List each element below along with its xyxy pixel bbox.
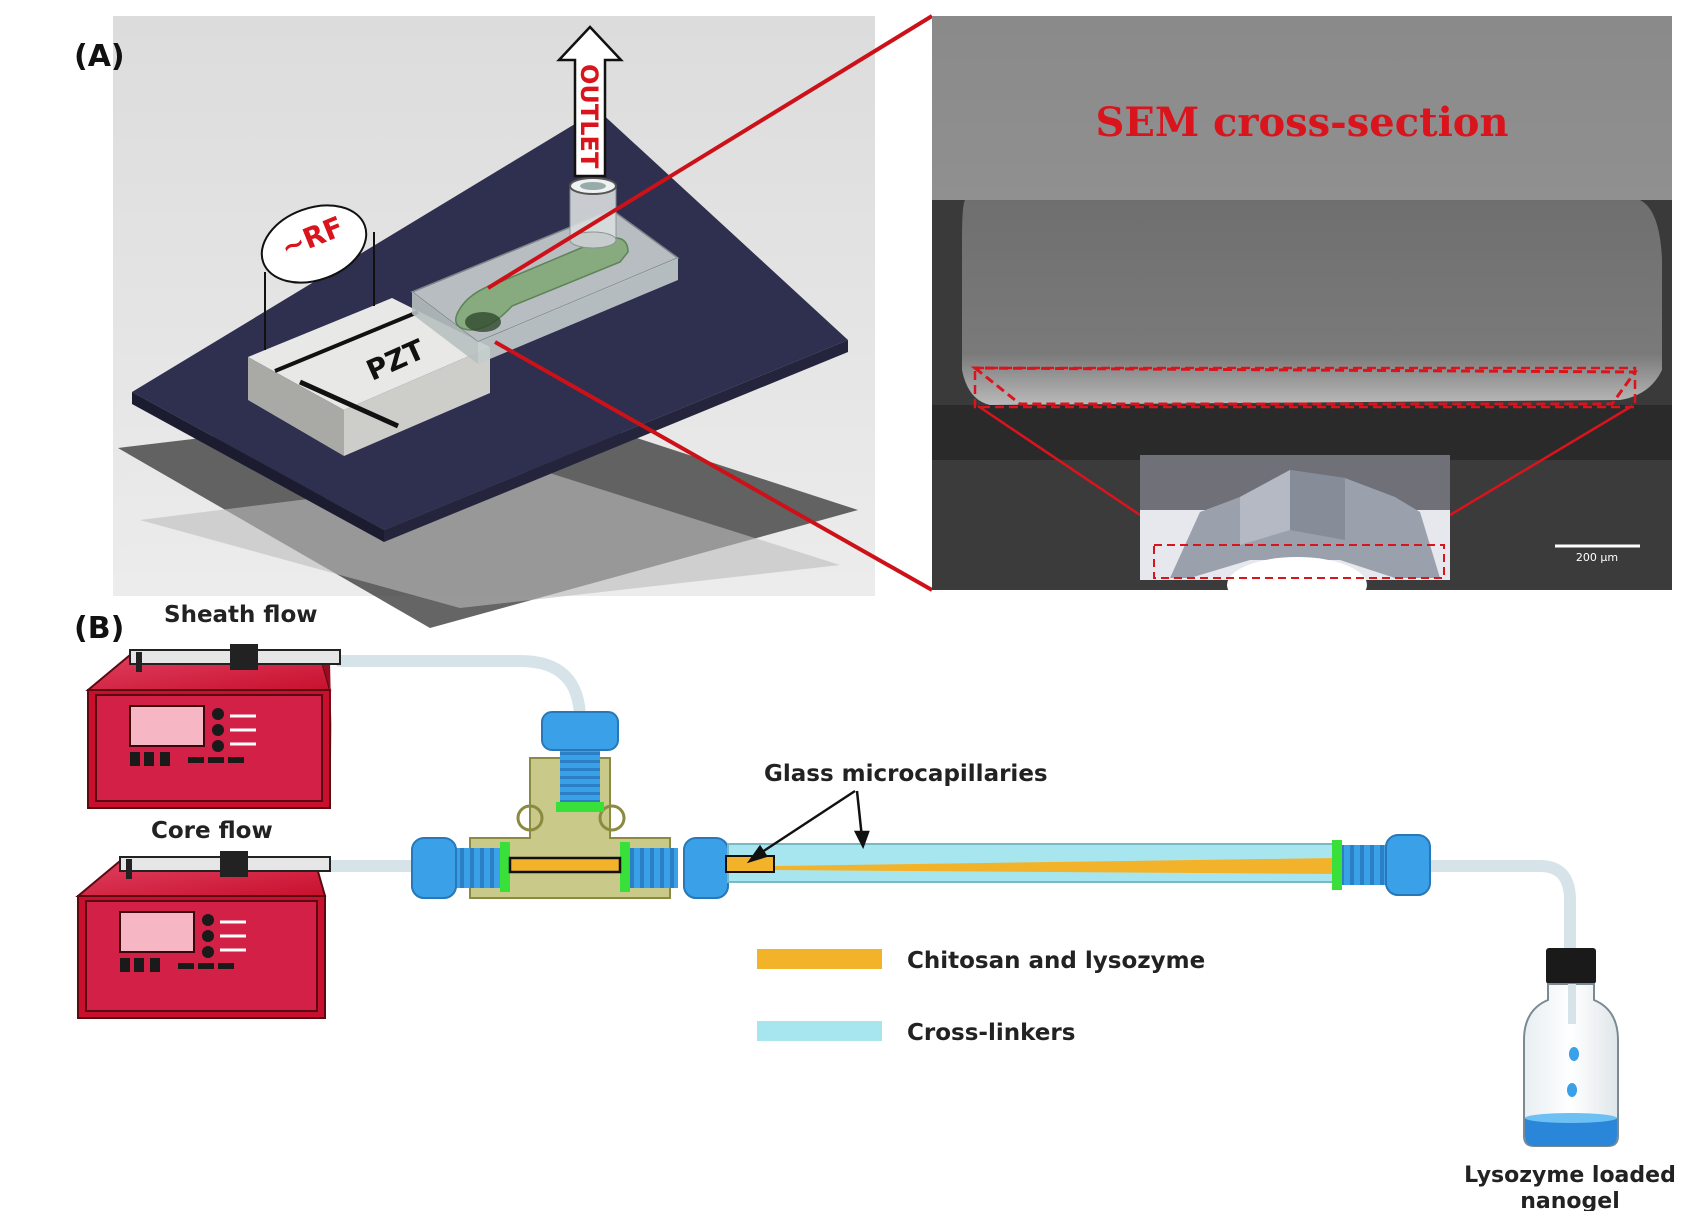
rf-wiring [260, 204, 375, 350]
glass-capillary [725, 834, 1431, 896]
fitting-right [683, 837, 729, 899]
fitting-outlet [1385, 834, 1431, 896]
core-flow-label: Core flow [151, 818, 273, 844]
sem-inset [1140, 455, 1450, 613]
syringe-pump-core [75, 851, 331, 1019]
outlet-arrow-icon [556, 25, 624, 178]
fluid-channel [455, 237, 629, 331]
product-label-line2: nanogel [1520, 1189, 1620, 1211]
sem-image: 200 μm SEM cross-section [932, 16, 1672, 613]
legend-swatch-crosslinkers [757, 1021, 882, 1041]
tubing [324, 655, 1576, 956]
fitting-top [541, 711, 619, 751]
sheath-flow-label: Sheath flow [164, 602, 318, 628]
fitting-left [411, 837, 457, 899]
sem-title: SEM cross-section [1095, 99, 1508, 146]
t-junction [411, 711, 729, 899]
collection-vial [1523, 948, 1619, 1147]
zoom-lines [486, 14, 934, 592]
legend-label-chitosan: Chitosan and lysozyme [907, 948, 1205, 974]
syringe-pump-sheath [85, 644, 341, 809]
panel-b-label: (B) [74, 611, 124, 646]
product-label-line1: Lysozyme loaded [1464, 1163, 1676, 1188]
legend: Chitosan and lysozyme Cross-linkers [757, 948, 1205, 1046]
panel-a-label: (A) [74, 39, 125, 74]
panel-a-device-render: PZT ~RF OUTLET [113, 16, 875, 628]
scale-bar-label: 200 μm [1576, 551, 1618, 564]
capillaries-label: Glass microcapillaries [764, 761, 1048, 787]
outlet-label: OUTLET [575, 64, 603, 169]
legend-swatch-chitosan [757, 949, 882, 969]
legend-label-crosslinkers: Cross-linkers [907, 1020, 1075, 1046]
rf-source-ellipse [260, 204, 368, 284]
capillaries-pointer [746, 789, 870, 864]
